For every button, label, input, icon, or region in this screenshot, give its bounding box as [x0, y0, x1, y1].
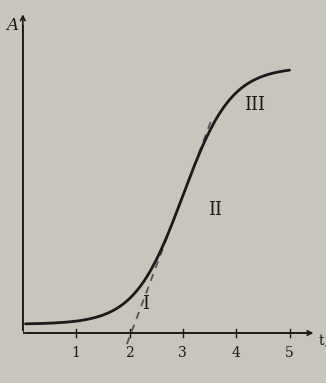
Text: I: I — [142, 295, 149, 313]
Text: 1: 1 — [72, 346, 81, 360]
Text: 4: 4 — [232, 346, 241, 360]
Text: 3: 3 — [178, 346, 187, 360]
Text: 5: 5 — [285, 346, 294, 360]
Text: 2: 2 — [125, 346, 134, 360]
Text: t, c: t, c — [319, 335, 326, 349]
Text: III: III — [244, 96, 265, 114]
Text: A: A — [7, 17, 19, 34]
Text: II: II — [208, 201, 222, 219]
